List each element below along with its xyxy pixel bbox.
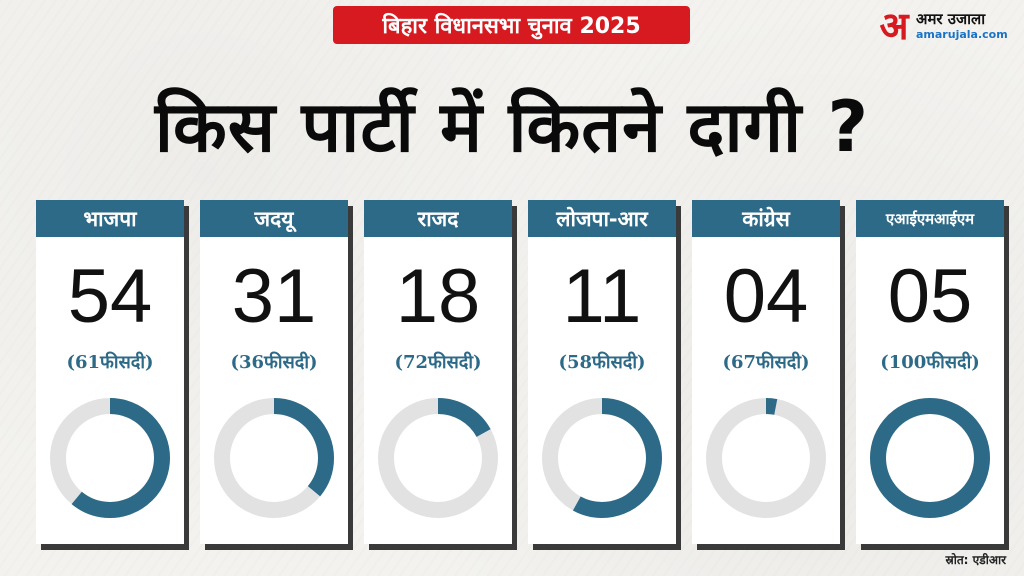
party-name: राजद: [364, 200, 512, 237]
brand-logo[interactable]: अ अमर उजाला amarujala.com: [874, 2, 1024, 50]
party-card: राजद 18 (72फीसदी): [364, 200, 512, 544]
logo-url: amarujala.com: [916, 28, 1008, 41]
page-title: किस पार्टी में कितने दागी ?: [154, 86, 870, 168]
party-card: जदयू 31 (36फीसदी): [200, 200, 348, 544]
tainted-count: 18: [395, 254, 481, 339]
donut-ring: [706, 398, 826, 518]
ring-fill-arc: [50, 398, 170, 518]
tainted-count: 04: [723, 254, 809, 339]
percent-label: (67फीसदी): [722, 352, 810, 373]
tainted-count: 05: [887, 254, 973, 339]
ring-fill-arc: [214, 398, 334, 518]
logo-name: अमर उजाला: [916, 10, 986, 28]
tainted-count: 31: [231, 254, 317, 339]
party-name: एआईएमआईएम: [856, 200, 1004, 237]
election-tag: बिहार विधानसभा चुनाव 2025: [333, 6, 690, 44]
party-name: जदयू: [200, 200, 348, 237]
ring-track: [706, 398, 826, 518]
donut-ring: [214, 398, 334, 518]
source-note: स्रोत: एडीआर: [945, 553, 1007, 567]
donut-ring: [50, 398, 170, 518]
tainted-count: 54: [67, 254, 153, 339]
donut-ring: [378, 398, 498, 518]
party-card: लोजपा-आर 11 (58फीसदी): [528, 200, 676, 544]
ring-fill-arc: [542, 398, 662, 518]
party-name: भाजपा: [36, 200, 184, 237]
logo-mark-icon: अ: [879, 4, 909, 48]
party-card: भाजपा 54 (61फीसदी): [36, 200, 184, 544]
ring-fill-arc: [870, 398, 990, 518]
tainted-count: 11: [562, 254, 642, 339]
party-card: एआईएमआईएम 05 (100फीसदी): [856, 200, 1004, 544]
party-card: कांग्रेस 04 (67फीसदी): [692, 200, 840, 544]
percent-label: (100फीसदी): [880, 352, 980, 373]
ring-fill-arc: [706, 398, 826, 518]
percent-label: (72फीसदी): [394, 352, 482, 373]
donut-ring: [870, 398, 990, 518]
percent-label: (36फीसदी): [230, 352, 318, 373]
party-name: कांग्रेस: [692, 200, 840, 237]
donut-ring: [542, 398, 662, 518]
party-name: लोजपा-आर: [528, 200, 676, 237]
percent-label: (61फीसदी): [66, 352, 154, 373]
ring-fill-arc: [378, 398, 498, 518]
percent-label: (58फीसदी): [558, 352, 646, 373]
